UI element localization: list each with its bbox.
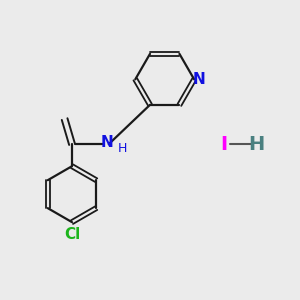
Text: H: H [117, 142, 127, 155]
Text: N: N [193, 72, 206, 87]
Text: H: H [248, 135, 264, 154]
Text: N: N [101, 135, 114, 150]
Text: Cl: Cl [64, 227, 80, 242]
Text: I: I [220, 135, 227, 154]
